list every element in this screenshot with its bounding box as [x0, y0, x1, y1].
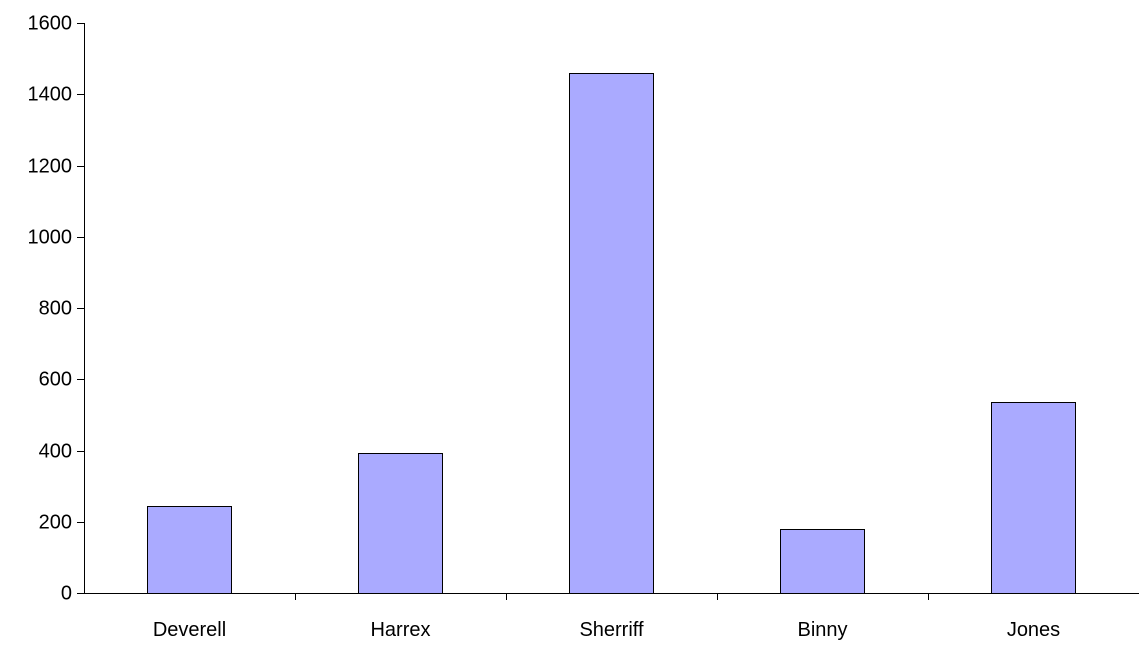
x-tick-label: Sherriff [579, 619, 644, 641]
bar-deverell [147, 506, 232, 594]
bar-sherriff [569, 73, 654, 594]
bar-binny [780, 529, 865, 594]
y-tick-label: 0 [61, 583, 72, 605]
bar-harrex [358, 453, 443, 594]
x-tick-label: Harrex [370, 619, 430, 641]
y-tick-label: 400 [39, 441, 72, 463]
x-tick-label: Deverell [153, 619, 226, 641]
y-tick-label: 600 [39, 369, 72, 391]
y-tick-label: 800 [39, 298, 72, 320]
y-tick-label: 1000 [28, 227, 73, 249]
bar-jones [991, 402, 1076, 594]
bars [147, 73, 1076, 594]
x-axis-ticks: Deverell Harrex Sherriff Binny Jones [153, 593, 1060, 641]
y-axis-ticks: 0 200 400 600 800 1000 1200 1400 1600 [28, 13, 84, 605]
x-tick-label: Jones [1007, 619, 1060, 641]
x-tick-label: Binny [797, 619, 847, 641]
y-tick-label: 1200 [28, 156, 73, 178]
y-tick-label: 200 [39, 512, 72, 534]
y-tick-label: 1400 [28, 84, 73, 106]
y-tick-label: 1600 [28, 13, 73, 35]
